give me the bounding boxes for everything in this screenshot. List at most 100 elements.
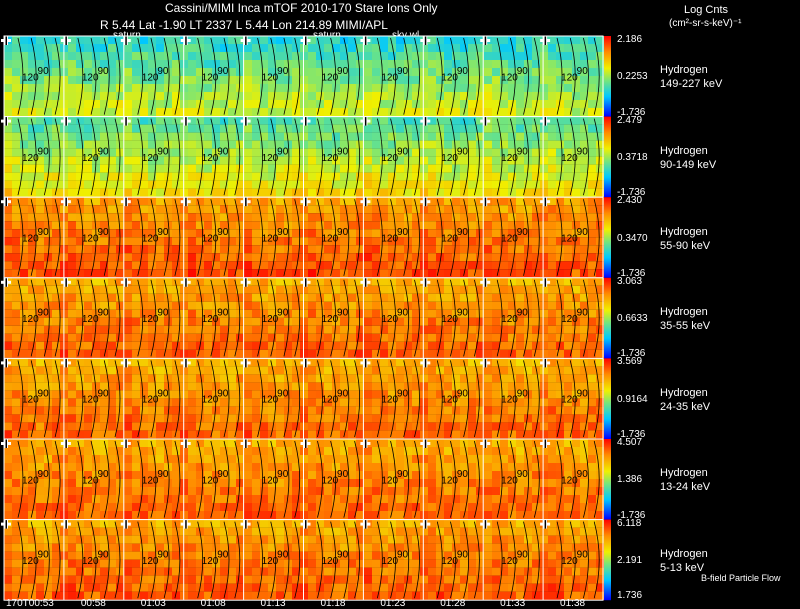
heatmap-cell — [44, 180, 52, 189]
heatmap-cell — [388, 447, 396, 455]
heatmap-cell — [324, 269, 332, 278]
contour-line — [496, 37, 503, 115]
contour-line — [163, 360, 170, 438]
heatmap-cell — [572, 463, 580, 471]
heatmap-cell — [252, 455, 260, 463]
heatmap-cell — [380, 301, 388, 310]
heatmap-cell — [116, 358, 124, 367]
heatmap-cell — [212, 382, 220, 391]
heatmap-cell — [276, 293, 284, 302]
heatmap-cell — [348, 358, 356, 367]
heatmap-cell — [460, 414, 468, 423]
heatmap-cell — [444, 374, 452, 383]
heatmap-cell — [36, 349, 44, 358]
heatmap-cell — [28, 374, 36, 383]
heatmap-cell — [396, 398, 404, 407]
heatmap-cell — [396, 197, 404, 206]
heatmap-cell — [20, 92, 28, 100]
heatmap-cell — [156, 471, 164, 479]
heatmap-cell — [364, 382, 372, 391]
heatmap-cell — [36, 382, 44, 391]
heatmap-cell — [500, 366, 508, 375]
heatmap-cell — [556, 422, 564, 431]
heatmap-cell — [324, 293, 332, 302]
heatmap-cell — [452, 68, 460, 76]
cross-marker — [185, 358, 187, 368]
heatmap-cell — [228, 309, 236, 318]
heatmap-cell — [116, 140, 124, 149]
heatmap-cell — [556, 309, 564, 318]
frame-angle-label: 90 — [277, 308, 289, 319]
heatmap-cell — [108, 317, 116, 326]
heatmap-cell — [452, 430, 460, 439]
heatmap-cell — [132, 100, 140, 108]
heatmap-cell — [116, 325, 124, 334]
heatmap-cell — [4, 253, 12, 262]
heatmap-cell — [428, 76, 436, 84]
heatmap-cell — [572, 261, 580, 270]
heatmap-cell — [276, 471, 284, 479]
heatmap-cell — [196, 76, 204, 84]
heatmap-cell — [68, 68, 76, 76]
heatmap-cell — [396, 390, 404, 399]
heatmap-cell — [284, 197, 292, 206]
heatmap-cell — [532, 358, 540, 367]
heatmap-cell — [228, 374, 236, 383]
heatmap-cell — [388, 84, 396, 92]
heatmap-cell — [324, 317, 332, 326]
heatmap-cell — [284, 430, 292, 439]
heatmap-cell — [372, 382, 380, 391]
heatmap-cell — [412, 463, 420, 471]
heatmap-cell — [244, 447, 252, 455]
heatmap-cell — [420, 455, 428, 463]
heatmap-cell — [108, 36, 116, 44]
heatmap-cell — [76, 60, 84, 68]
heatmap-cell — [460, 390, 468, 399]
heatmap-cell — [516, 213, 524, 222]
heatmap-cell — [20, 455, 28, 463]
heatmap-cell — [292, 277, 300, 286]
heatmap-cell — [412, 156, 420, 165]
heatmap-cell — [588, 205, 596, 214]
heatmap-cell — [412, 148, 420, 157]
frame-angle-label: 90 — [457, 66, 469, 77]
heatmap-cell — [436, 430, 444, 439]
heatmap-cell — [188, 132, 196, 141]
heatmap-cell — [108, 341, 116, 350]
heatmap-cell — [516, 463, 524, 471]
heatmap-cell — [148, 333, 156, 342]
heatmap-cell — [516, 229, 524, 238]
heatmap-cell — [596, 269, 604, 278]
heatmap-cell — [220, 68, 228, 76]
contour-line — [330, 360, 336, 438]
heatmap-cell — [108, 439, 116, 447]
heatmap-cell — [548, 132, 556, 141]
heatmap-cell — [420, 325, 428, 334]
heatmap-cell — [52, 60, 60, 68]
heatmap-cell — [532, 132, 540, 141]
contour-line — [343, 37, 350, 115]
heatmap-cell — [356, 100, 364, 108]
heatmap-cell — [260, 471, 268, 479]
heatmap-cell — [332, 253, 340, 262]
heatmap-cell — [212, 188, 220, 197]
heatmap-cell — [396, 382, 404, 391]
heatmap-cell — [316, 156, 324, 165]
heatmap-cell — [124, 349, 132, 358]
heatmap-cell — [308, 317, 316, 326]
heatmap-cell — [428, 116, 436, 125]
heatmap-cell — [84, 221, 92, 230]
heatmap-cell — [564, 68, 572, 76]
heatmap-cell — [188, 341, 196, 350]
heatmap-cell — [292, 398, 300, 407]
heatmap-cell — [140, 140, 148, 149]
heatmap-cell — [284, 188, 292, 197]
heatmap-cell — [100, 92, 108, 100]
heatmap-cell — [260, 132, 268, 141]
heatmap-cell — [92, 36, 100, 44]
heatmap-cell — [340, 341, 348, 350]
heatmap-cell — [316, 68, 324, 76]
heatmap-cell — [244, 140, 252, 149]
cross-marker — [544, 116, 547, 126]
heatmap-cell — [212, 406, 220, 415]
